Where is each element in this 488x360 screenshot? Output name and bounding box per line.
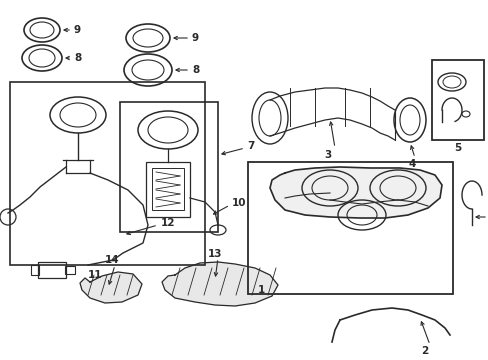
Text: 4: 4 [407,159,415,169]
Text: 1: 1 [258,285,264,295]
Text: 2: 2 [421,346,428,356]
Text: 9: 9 [192,33,199,43]
Polygon shape [80,272,142,303]
Text: 3: 3 [324,150,331,160]
Polygon shape [269,167,441,218]
Bar [65,266,75,274]
Bar [146,162,190,217]
Bar [431,60,483,140]
Text: 7: 7 [246,141,254,151]
Text: 14: 14 [104,255,119,265]
Text: 10: 10 [231,198,246,208]
Bar [31,265,39,275]
Text: 13: 13 [207,249,222,259]
Text: 8: 8 [192,65,199,75]
Bar [152,168,183,210]
Bar [38,262,66,278]
Bar [120,102,218,232]
Polygon shape [162,262,278,306]
Bar [247,162,452,294]
Text: 12: 12 [161,218,175,228]
Text: 5: 5 [453,143,461,153]
Text: 11: 11 [87,270,102,280]
Text: 8: 8 [74,53,81,63]
Text: 9: 9 [74,25,81,35]
Bar [10,82,204,265]
